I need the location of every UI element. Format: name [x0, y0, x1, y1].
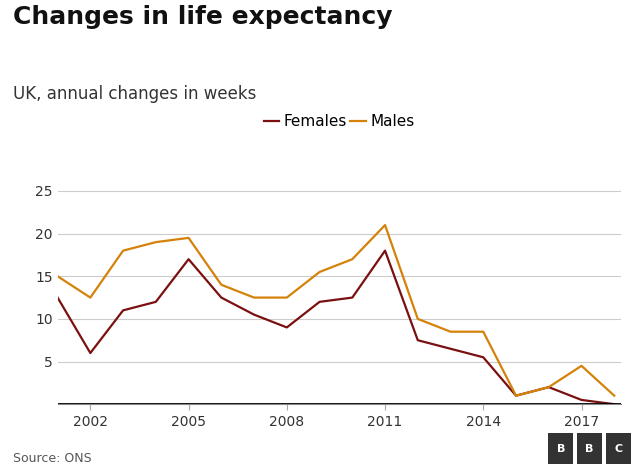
- Text: B: B: [586, 444, 594, 454]
- FancyBboxPatch shape: [548, 433, 573, 464]
- Text: C: C: [614, 444, 622, 454]
- Text: Source: ONS: Source: ONS: [13, 452, 92, 465]
- Text: UK, annual changes in weeks: UK, annual changes in weeks: [13, 85, 256, 102]
- Text: B: B: [557, 444, 565, 454]
- FancyBboxPatch shape: [577, 433, 602, 464]
- Legend: Females, Males: Females, Males: [258, 108, 420, 135]
- FancyBboxPatch shape: [605, 433, 631, 464]
- Text: Changes in life expectancy: Changes in life expectancy: [13, 5, 392, 29]
